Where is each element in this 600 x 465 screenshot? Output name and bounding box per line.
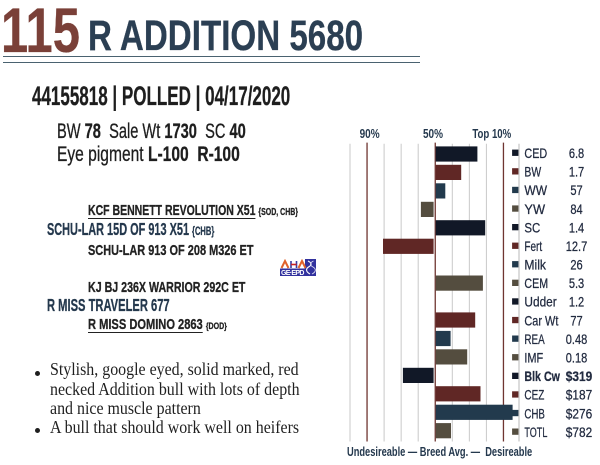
svg-text:Fert: Fert [524, 238, 542, 254]
svg-text:Blk Cw: Blk Cw [524, 369, 560, 385]
svg-text:84: 84 [570, 202, 582, 217]
svg-text:$276: $276 [566, 406, 592, 422]
svg-text:50%: 50% [423, 127, 443, 142]
svg-text:BW: BW [524, 164, 541, 180]
svg-text:CEM: CEM [524, 276, 548, 292]
svg-text:CED: CED [524, 146, 547, 161]
svg-text:1.7: 1.7 [569, 165, 584, 180]
svg-text:WW: WW [524, 183, 547, 199]
svg-text:1.4: 1.4 [569, 220, 584, 235]
svg-text:$782: $782 [566, 424, 592, 440]
svg-text:12.7: 12.7 [566, 239, 588, 254]
svg-text:$187: $187 [566, 387, 592, 403]
svg-text:5.3: 5.3 [569, 276, 584, 291]
svg-text:Milk: Milk [524, 257, 546, 273]
svg-text:YW: YW [524, 201, 545, 216]
svg-text:CHB: CHB [524, 407, 545, 422]
svg-text:$319: $319 [566, 368, 592, 384]
svg-text:26: 26 [570, 257, 582, 272]
svg-text:IMF: IMF [524, 350, 543, 365]
svg-text:SC: SC [524, 221, 540, 236]
svg-text:Undesireable — Breed Avg. — D: Undesireable — Breed Avg. — Desireable [347, 446, 532, 460]
svg-text:CEZ: CEZ [524, 387, 544, 403]
svg-text:6.8: 6.8 [569, 146, 584, 161]
svg-text:Top 10%: Top 10% [472, 128, 511, 142]
svg-text:0.48: 0.48 [566, 332, 588, 347]
svg-text:1.2: 1.2 [569, 295, 584, 310]
svg-text:90%: 90% [360, 127, 380, 142]
svg-text:Car Wt: Car Wt [524, 313, 558, 328]
svg-text:Udder: Udder [524, 294, 557, 310]
svg-text:REA: REA [524, 331, 544, 347]
svg-text:57: 57 [570, 183, 582, 198]
svg-text:77: 77 [570, 313, 582, 328]
svg-text:GE·EPD: GE·EPD [281, 270, 305, 276]
svg-text:TOTL: TOTL [524, 426, 547, 440]
svg-text:0.18: 0.18 [566, 350, 588, 365]
